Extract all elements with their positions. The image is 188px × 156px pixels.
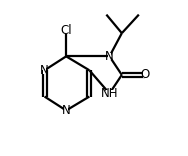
Bar <box>143 71 147 78</box>
Text: N: N <box>105 50 114 63</box>
Bar <box>108 53 111 60</box>
Text: Cl: Cl <box>60 24 72 37</box>
Bar <box>64 107 68 114</box>
Text: N: N <box>62 104 70 117</box>
Text: O: O <box>140 68 150 81</box>
Bar <box>43 67 46 74</box>
Bar <box>63 27 70 34</box>
Text: NH: NH <box>101 87 118 100</box>
Text: N: N <box>40 64 49 77</box>
Bar <box>106 90 113 97</box>
